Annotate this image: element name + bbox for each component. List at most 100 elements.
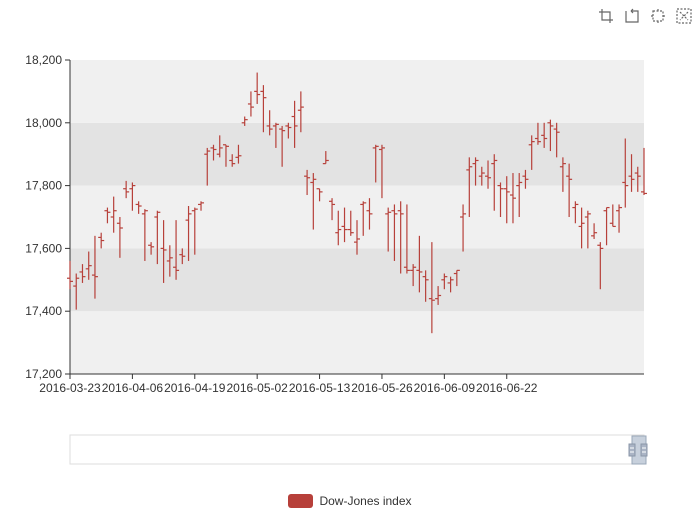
ohlc-bar <box>572 201 579 224</box>
ohlc-bar <box>341 207 348 243</box>
data-marks <box>67 72 647 334</box>
ohlc-bar <box>110 196 117 233</box>
ohlc-bar <box>566 163 573 217</box>
ohlc-bar <box>210 144 217 161</box>
data-zoom-slider[interactable] <box>69 434 648 465</box>
ohlc-bar <box>285 122 292 139</box>
x-tick-label: 2016-06-09 <box>414 381 476 395</box>
data-zoom-track[interactable] <box>69 434 645 465</box>
ohlc-bar <box>466 157 473 217</box>
ohlc-bar <box>247 91 254 117</box>
ohlc-bar <box>329 198 336 221</box>
ohlc-bar <box>304 169 311 196</box>
ohlc-bar <box>385 207 392 252</box>
ohlc-bar <box>135 201 142 214</box>
ohlc-bar <box>191 207 198 255</box>
ohlc-bar <box>491 154 498 211</box>
ohlc-bar <box>541 122 548 148</box>
ohlc-bar <box>460 204 467 252</box>
ohlc-bar <box>597 242 604 290</box>
y-axis: 17,200 17,400 17,600 17,800 18,000 18,200 <box>25 53 71 381</box>
ohlc-bar <box>67 260 73 290</box>
ohlc-bar <box>366 198 373 230</box>
ohlc-bar <box>179 248 186 265</box>
y-tick-label: 18,000 <box>25 116 62 130</box>
ohlc-bar <box>129 182 136 211</box>
ohlc-bar <box>347 210 354 236</box>
ohlc-bar <box>622 138 629 208</box>
x-tick-label: 2016-04-06 <box>102 381 164 395</box>
ohlc-bar <box>591 223 598 239</box>
ohlc-bar <box>609 204 616 228</box>
ohlc-bar <box>416 235 423 293</box>
ohlc-bar <box>547 119 554 152</box>
toolbox <box>596 6 694 26</box>
ohlc-bar <box>553 122 560 158</box>
chart-bands <box>70 60 644 374</box>
x-tick-label: 2016-05-02 <box>226 381 288 395</box>
ohlc-bar <box>372 144 379 183</box>
data-zoom-grip-icon <box>628 443 648 457</box>
y-tick-label: 17,800 <box>25 179 62 193</box>
ohlc-bar <box>173 220 180 280</box>
legend[interactable]: Dow-Jones index <box>0 494 700 508</box>
x-tick-label: 2016-05-26 <box>351 381 413 395</box>
ohlc-bar <box>478 166 485 186</box>
ohlc-bar <box>91 235 98 299</box>
ohlc-bar <box>310 173 317 230</box>
ohlc-bar <box>578 207 585 249</box>
ohlc-bar <box>360 201 367 236</box>
y-tick-label: 17,200 <box>25 367 62 381</box>
grid-band <box>70 122 644 186</box>
x-axis: 2016-03-23 2016-04-06 2016-04-19 2016-05-02… <box>39 373 644 395</box>
clear-icon[interactable] <box>674 6 694 26</box>
legend-label: Dow-Jones index <box>319 494 412 508</box>
ohlc-bar <box>534 122 541 145</box>
grid-band <box>70 248 644 312</box>
ohlc-bar <box>204 147 211 186</box>
ohlc-bar <box>628 154 635 192</box>
ohlc-bar <box>235 144 242 164</box>
ohlc-bar <box>260 85 267 133</box>
ohlc-bar <box>266 110 273 136</box>
ohlc-bar <box>472 157 479 186</box>
ohlc-bar <box>422 270 429 302</box>
ohlc-bar <box>603 206 610 246</box>
ohlc-bar <box>485 160 492 189</box>
grid-band <box>70 60 644 123</box>
ohlc-bar <box>185 206 192 261</box>
ohlc-bar <box>335 210 342 246</box>
ohlc-bar <box>503 176 510 224</box>
ohlc-bar <box>616 204 623 233</box>
ohlc-bar <box>322 151 329 165</box>
ohlc-bar <box>634 166 641 192</box>
ohlc-bar <box>641 147 647 196</box>
ohlc-bar <box>116 217 123 258</box>
ohlc-bar <box>397 201 404 274</box>
zoom-icon[interactable] <box>596 6 616 26</box>
ohlc-bar <box>453 269 460 287</box>
ohlc-bar <box>447 276 454 293</box>
ohlc-bar <box>123 180 130 199</box>
ohlc-bar <box>497 182 504 217</box>
ohlc-bar <box>403 204 410 274</box>
ohlc-bar <box>441 273 448 290</box>
ohlc-bar <box>222 144 229 167</box>
ohlc-bar <box>160 220 167 283</box>
legend-swatch <box>288 494 314 508</box>
ohlc-bar <box>154 210 161 265</box>
ohlc-bar <box>297 91 304 133</box>
ohlc-bar <box>428 242 435 334</box>
ohlc-bar <box>98 232 105 249</box>
ohlc-bar <box>559 157 566 192</box>
ohlc-bar <box>198 201 205 211</box>
restore-icon[interactable] <box>648 6 668 26</box>
x-tick-label: 2016-03-23 <box>39 381 101 395</box>
ohlc-bar <box>584 210 591 249</box>
ohlc-bar <box>291 100 298 148</box>
ohlc-bar <box>435 286 442 305</box>
ohlc-bar <box>104 207 111 224</box>
zoom-reset-icon[interactable] <box>622 6 642 26</box>
ohlc-bar <box>254 72 261 104</box>
